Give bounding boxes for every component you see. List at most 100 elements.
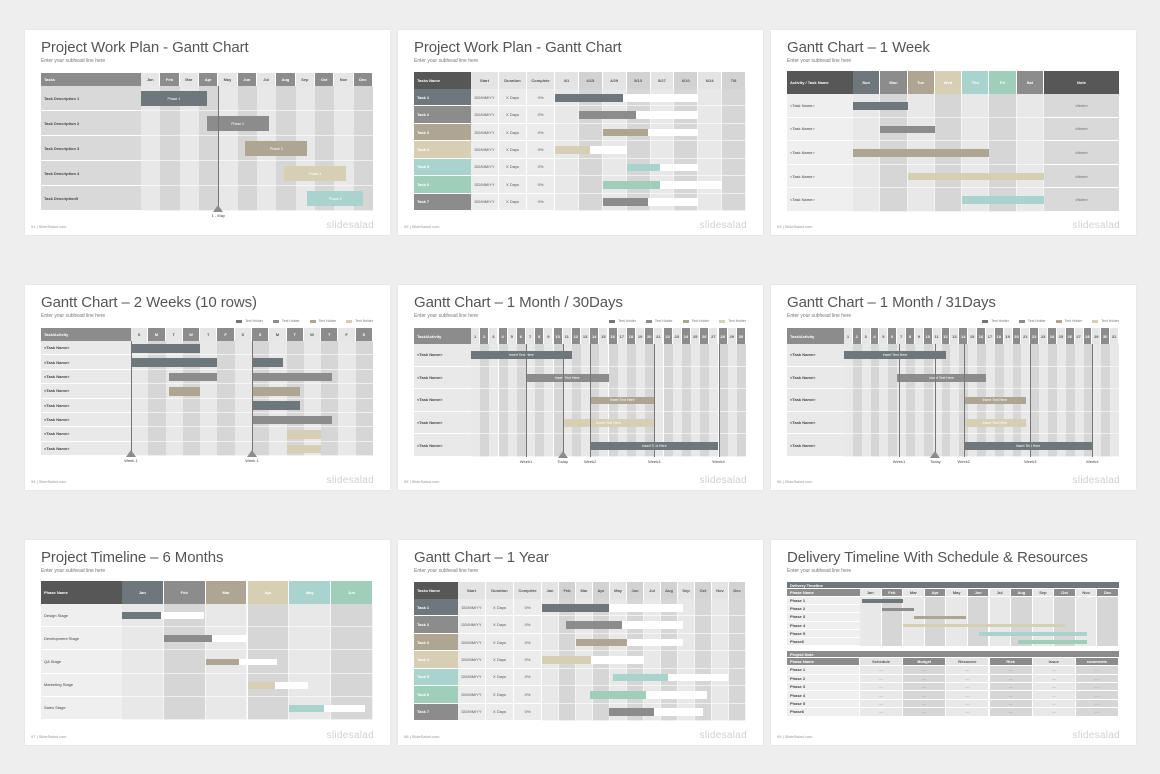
gantt-bar[interactable] [555, 93, 624, 102]
legend: Text Holder Text Holder Text Holder Text Ho… [982, 319, 1119, 323]
gantt-bar[interactable] [286, 444, 322, 454]
marker-triangle-icon [213, 205, 224, 212]
slide-thumbnail[interactable]: Gantt Chart – 1 Month / 30Days Enter your… [398, 285, 763, 490]
remaining-bar[interactable] [648, 128, 699, 137]
gantt-bar[interactable] [612, 673, 668, 682]
remaining-bar[interactable] [623, 93, 699, 102]
timeline-column [844, 344, 853, 457]
gantt-bar[interactable]: Phase 3 [245, 141, 308, 156]
remaining-bar[interactable] [660, 180, 723, 189]
slide-thumbnail[interactable]: Gantt Chart – 1 Year Enter your subhead l… [398, 540, 763, 745]
gantt-bar[interactable] [1017, 640, 1087, 644]
gantt-bar[interactable] [962, 196, 1044, 205]
gantt-bar[interactable]: Insert Text Here [963, 441, 1093, 450]
gantt-bar[interactable] [286, 430, 322, 439]
gantt-bar[interactable] [289, 704, 325, 712]
gantt-bar[interactable] [555, 146, 590, 154]
gantt-bar[interactable] [626, 163, 661, 172]
remaining-bar[interactable] [660, 163, 699, 172]
gantt-bar[interactable]: Insert Text Here [526, 373, 609, 382]
remaining-bar[interactable] [239, 658, 277, 666]
gantt-bar[interactable]: Insert Text Here [562, 419, 655, 428]
gantt-bar[interactable] [880, 125, 935, 134]
row-extra-value: DD/MM/YY [458, 633, 486, 652]
gantt-bar[interactable]: Insert Text Here [897, 373, 986, 382]
remaining-bar[interactable] [654, 708, 704, 717]
gantt-bar[interactable] [542, 656, 591, 664]
gantt-bar[interactable] [602, 128, 649, 137]
gantt-bar[interactable] [542, 603, 610, 612]
gantt-bar[interactable] [881, 607, 914, 611]
slide-thumbnail[interactable]: Delivery Timeline With Schedule & Resour… [771, 540, 1136, 745]
gantt-bar[interactable] [978, 632, 1087, 636]
gantt-bar[interactable] [862, 599, 903, 603]
gantt-bar[interactable] [853, 101, 908, 110]
gantt-bar[interactable] [205, 658, 240, 666]
slide-footer: 99 | SlideSalad.com [777, 734, 813, 739]
gantt-bar[interactable] [252, 358, 284, 367]
remaining-bar[interactable] [590, 656, 644, 664]
gantt-bar[interactable] [589, 690, 646, 699]
gantt-bar[interactable]: Insert Text Here [844, 351, 947, 360]
slide-thumbnail[interactable]: Gantt Chart – 1 Month / 31Days Enter your… [771, 285, 1136, 490]
remaining-bar[interactable] [589, 146, 627, 154]
gantt-bar[interactable] [853, 149, 990, 157]
remaining-bar[interactable] [275, 681, 308, 689]
slide-thumbnail[interactable]: Project Timeline – 6 Months Enter your su… [25, 540, 390, 745]
gantt-bar[interactable] [565, 621, 622, 630]
gantt-bar[interactable] [247, 681, 276, 689]
remaining-bar[interactable] [667, 673, 729, 682]
slide-thumbnail[interactable]: Project Work Plan - Gantt Chart Enter you… [398, 30, 763, 235]
gantt-bar[interactable] [163, 635, 213, 643]
gantt-bar[interactable] [913, 615, 966, 620]
timeline-header-cell: Jun [237, 73, 257, 86]
remaining-bar[interactable] [324, 704, 365, 712]
gantt-bar[interactable] [903, 624, 1066, 628]
gantt-bar[interactable]: Insert Text Here [590, 396, 655, 405]
gantt-bar[interactable] [602, 198, 649, 207]
gantt-bar[interactable] [131, 358, 218, 367]
marker-triangle-icon [557, 451, 568, 458]
page-number: 96 [777, 479, 783, 484]
remaining-bar[interactable] [645, 690, 707, 699]
gantt-bar[interactable] [252, 387, 301, 396]
slide-thumbnail[interactable]: Gantt Chart – 1 Week Enter your subhead l… [771, 30, 1136, 235]
remaining-bar[interactable] [648, 198, 699, 207]
gantt-bar[interactable] [602, 180, 661, 189]
slide-thumbnail[interactable]: Gantt Chart – 2 Weeks (10 rows) Enter you… [25, 285, 390, 490]
row-divider [141, 110, 373, 111]
remaining-bar[interactable] [636, 111, 699, 120]
legend-swatch [609, 319, 616, 323]
timeline-column [1030, 344, 1040, 457]
remaining-bar[interactable] [609, 603, 684, 612]
gantt-bar[interactable] [609, 708, 655, 717]
gantt-bar[interactable]: Insert Text Here [963, 396, 1026, 405]
gantt-bar[interactable] [252, 401, 301, 410]
gantt-bar[interactable] [578, 111, 637, 120]
gantt-bar[interactable]: Phase 4 [284, 166, 346, 181]
slide-thumbnail[interactable]: Project Work Plan - Gantt Chart Enter you… [25, 30, 390, 235]
gantt-bar[interactable]: Phase 1 [141, 91, 207, 106]
gantt-bar[interactable]: Insert Text Here [471, 351, 572, 360]
legend: Text Holder Text Holder Text Holder Text Ho… [236, 319, 373, 323]
gantt-bar[interactable] [576, 638, 627, 647]
gantt-bar[interactable] [169, 387, 201, 396]
timeline-column [165, 341, 183, 456]
gantt-bar[interactable]: Insert Text Here [963, 419, 1026, 428]
gantt-bar[interactable]: Phase 5 [307, 191, 364, 206]
remaining-bar[interactable] [627, 638, 684, 647]
gantt-bar[interactable] [252, 372, 332, 382]
gantt-bar[interactable] [252, 415, 332, 425]
remaining-bar[interactable] [621, 621, 684, 630]
gantt-bar[interactable]: Insert Text Here [590, 441, 719, 450]
remaining-bar[interactable] [212, 635, 248, 643]
gantt-bar[interactable] [131, 343, 201, 353]
gantt-bar[interactable] [122, 612, 162, 620]
gantt-bar[interactable] [169, 372, 218, 382]
row-label: <Task Name> [787, 411, 844, 435]
legend-item: Text Holder [1092, 319, 1119, 323]
legend: Text Holder Text Holder Text Holder Text Ho… [609, 319, 746, 323]
remaining-bar[interactable] [161, 612, 204, 620]
gantt-bar[interactable] [907, 172, 1044, 181]
gantt-bar[interactable]: Phase 2 [206, 116, 269, 131]
